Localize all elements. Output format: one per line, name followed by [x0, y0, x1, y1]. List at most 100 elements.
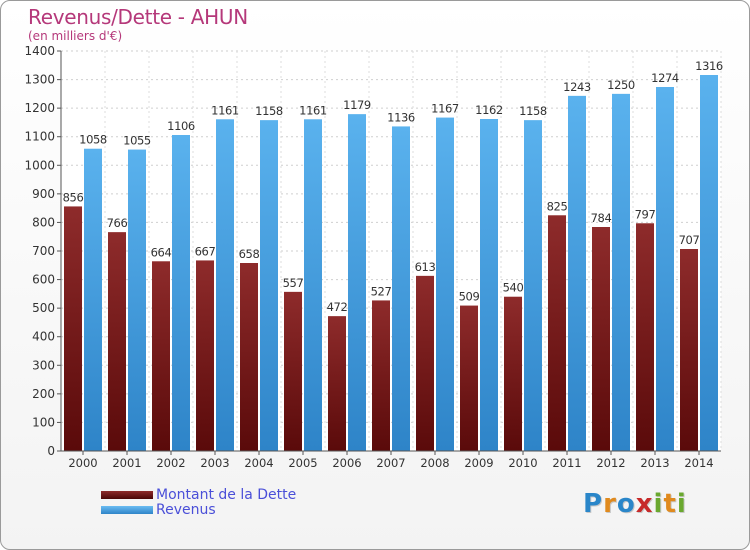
x-tick-label: 2014 — [684, 456, 713, 470]
revenus-bar — [480, 119, 498, 451]
revenus-value-label: 1316 — [695, 59, 723, 73]
debt-bar — [416, 275, 434, 451]
revenus-bar — [612, 93, 630, 451]
revenus-bar — [524, 120, 542, 452]
logo-letter: t — [663, 489, 677, 519]
debt-value-label: 797 — [635, 207, 656, 221]
revenus-bar — [216, 119, 234, 452]
chart-title: Revenus/Dette - AHUN — [28, 5, 248, 29]
y-tick-label: 1400 — [24, 44, 55, 58]
x-tick-label: 2003 — [200, 456, 229, 470]
x-tick-label: 2006 — [332, 456, 361, 470]
y-tick-label: 1300 — [24, 73, 55, 87]
y-tick-label: 500 — [32, 301, 55, 315]
x-tick-label: 2009 — [464, 456, 493, 470]
revenus-bar — [568, 95, 586, 451]
legend-label-debt: Montant de la Dette — [156, 487, 297, 503]
debt-bar — [196, 260, 214, 451]
revenus-value-label: 1136 — [387, 110, 415, 124]
y-tick-label: 100 — [32, 415, 55, 429]
logo-letter: i — [676, 489, 687, 519]
debt-value-label: 784 — [591, 211, 612, 225]
revenus-value-label: 1274 — [651, 71, 679, 85]
revenus-value-label: 1179 — [343, 98, 371, 112]
debt-value-label: 540 — [503, 281, 524, 295]
revenus-value-label: 1161 — [299, 103, 327, 117]
y-tick-label: 900 — [32, 187, 55, 201]
y-tick-label: 700 — [32, 244, 55, 258]
revenus-value-label: 1058 — [79, 133, 107, 147]
debt-value-label: 509 — [459, 290, 480, 304]
debt-value-label: 557 — [283, 276, 304, 290]
x-tick-label: 2010 — [508, 456, 537, 470]
x-tick-label: 2012 — [596, 456, 625, 470]
debt-bar — [64, 206, 82, 451]
y-tick-label: 400 — [32, 330, 55, 344]
debt-bar — [328, 316, 346, 451]
legend-swatch-revenus — [101, 506, 153, 514]
x-tick-label: 2005 — [288, 456, 317, 470]
x-tick-label: 2011 — [552, 456, 581, 470]
y-tick-label: 300 — [32, 358, 55, 372]
debt-value-label: 856 — [63, 190, 84, 204]
y-tick-label: 0 — [47, 444, 55, 458]
debt-value-label: 527 — [371, 284, 392, 298]
revenus-bar — [436, 117, 454, 452]
debt-bar — [108, 232, 126, 451]
debt-bar — [240, 263, 258, 451]
revenus-value-label: 1106 — [167, 119, 195, 133]
x-tick-label: 2008 — [420, 456, 449, 470]
x-tick-label: 2013 — [640, 456, 669, 470]
debt-bar — [460, 305, 478, 451]
revenus-value-label: 1162 — [475, 103, 503, 117]
legend-item-revenus: Revenus — [101, 502, 216, 518]
x-tick-label: 2004 — [244, 456, 273, 470]
revenus-value-label: 1055 — [123, 134, 151, 148]
revenus-value-label: 1243 — [563, 80, 591, 94]
revenus-bar — [172, 135, 190, 451]
x-tick-label: 2007 — [376, 456, 405, 470]
x-tick-label: 2000 — [68, 456, 97, 470]
y-tick-label: 200 — [32, 387, 55, 401]
debt-value-label: 707 — [679, 233, 700, 247]
x-tick-label: 2001 — [112, 456, 141, 470]
y-tick-label: 1200 — [24, 101, 55, 115]
revenus-value-label: 1161 — [211, 103, 239, 117]
debt-bar — [592, 227, 610, 451]
logo-letter: o — [616, 489, 636, 519]
debt-bar — [680, 249, 698, 451]
revenus-value-label: 1158 — [255, 104, 283, 118]
revenus-value-label: 1158 — [519, 104, 547, 118]
revenus-value-label: 1250 — [607, 78, 635, 92]
revenus-value-label: 1167 — [431, 102, 459, 116]
debt-bar — [548, 215, 566, 451]
debt-bar — [372, 300, 390, 451]
y-tick-label: 600 — [32, 273, 55, 287]
revenus-bar — [392, 126, 410, 451]
debt-value-label: 825 — [547, 199, 568, 213]
y-tick-label: 1000 — [24, 158, 55, 172]
logo-letter: r — [603, 489, 617, 519]
debt-value-label: 472 — [327, 300, 348, 314]
debt-value-label: 658 — [239, 247, 260, 261]
x-tick-label: 2002 — [156, 456, 185, 470]
revenus-bar — [656, 87, 674, 451]
logo-letter: i — [653, 489, 664, 519]
proxiti-logo: Proxiti — [583, 489, 687, 519]
revenus-bar — [260, 120, 278, 452]
legend-swatch-debt — [101, 491, 153, 499]
debt-bar — [284, 291, 302, 451]
logo-letter: x — [635, 489, 654, 519]
debt-bar — [152, 261, 170, 451]
revenus-bar — [128, 149, 146, 452]
y-tick-label: 800 — [32, 215, 55, 229]
revenus-bar — [348, 114, 366, 452]
revenus-bar — [700, 75, 718, 451]
debt-bar — [504, 296, 522, 451]
legend-item-debt: Montant de la Dette — [101, 487, 296, 503]
y-tick-label: 1100 — [24, 130, 55, 144]
logo-letter: P — [583, 489, 604, 519]
debt-value-label: 664 — [151, 245, 172, 259]
